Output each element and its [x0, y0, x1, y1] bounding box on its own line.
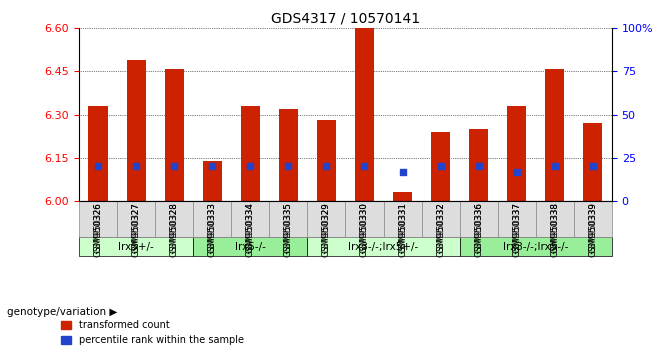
Text: GSM950334: GSM950334 [246, 202, 255, 257]
Bar [279, 109, 298, 201]
Text: GSM950327: GSM950327 [132, 202, 141, 253]
Bar [584, 123, 603, 201]
Bar [88, 106, 107, 201]
FancyBboxPatch shape [345, 201, 384, 237]
Text: GSM950329: GSM950329 [322, 202, 331, 257]
Legend: transformed count, percentile rank within the sample: transformed count, percentile rank withi… [57, 316, 248, 349]
FancyBboxPatch shape [117, 201, 155, 237]
Text: GSM950328: GSM950328 [170, 202, 178, 257]
Point [321, 164, 332, 169]
Text: GSM950332: GSM950332 [436, 202, 445, 257]
Text: lrx5+/-: lrx5+/- [118, 242, 154, 252]
Bar [355, 28, 374, 201]
Point [93, 164, 103, 169]
Text: GSM950327: GSM950327 [132, 202, 141, 257]
Bar [203, 161, 222, 201]
Point [549, 164, 560, 169]
Text: genotype/variation ▶: genotype/variation ▶ [7, 307, 117, 316]
Text: GSM950336: GSM950336 [474, 202, 483, 257]
Text: GSM950331: GSM950331 [398, 202, 407, 253]
Text: GSM950330: GSM950330 [360, 202, 369, 257]
Text: GSM950338: GSM950338 [550, 202, 559, 257]
Point [359, 164, 370, 169]
FancyBboxPatch shape [536, 201, 574, 237]
Text: lrx3-/-;lrx5-/-: lrx3-/-;lrx5-/- [503, 242, 569, 252]
Text: GSM950328: GSM950328 [170, 202, 178, 253]
Bar [431, 132, 450, 201]
Text: GSM950333: GSM950333 [208, 202, 216, 257]
Point [511, 169, 522, 175]
FancyBboxPatch shape [269, 201, 307, 237]
Text: GSM950339: GSM950339 [588, 202, 597, 253]
FancyBboxPatch shape [193, 237, 307, 256]
Text: GSM950337: GSM950337 [513, 202, 521, 257]
FancyBboxPatch shape [460, 237, 612, 256]
FancyBboxPatch shape [79, 201, 117, 237]
Point [207, 164, 217, 169]
Text: lrx5-/-: lrx5-/- [235, 242, 266, 252]
FancyBboxPatch shape [193, 201, 231, 237]
FancyBboxPatch shape [79, 237, 193, 256]
Bar [469, 129, 488, 201]
FancyBboxPatch shape [384, 201, 422, 237]
Text: GSM950334: GSM950334 [246, 202, 255, 253]
Point [588, 164, 598, 169]
Point [474, 164, 484, 169]
Text: GSM950337: GSM950337 [513, 202, 521, 253]
Text: GSM950335: GSM950335 [284, 202, 293, 257]
FancyBboxPatch shape [307, 237, 460, 256]
Text: GSM950330: GSM950330 [360, 202, 369, 253]
Text: GSM950339: GSM950339 [588, 202, 597, 257]
Text: GSM950336: GSM950336 [474, 202, 483, 253]
Point [131, 164, 141, 169]
Point [283, 164, 293, 169]
Text: GSM950332: GSM950332 [436, 202, 445, 253]
Text: GSM950326: GSM950326 [93, 202, 103, 257]
Bar [126, 60, 145, 201]
FancyBboxPatch shape [422, 201, 460, 237]
Point [436, 164, 446, 169]
FancyBboxPatch shape [460, 201, 497, 237]
FancyBboxPatch shape [155, 201, 193, 237]
Point [245, 164, 255, 169]
FancyBboxPatch shape [574, 201, 612, 237]
FancyBboxPatch shape [497, 201, 536, 237]
Point [169, 164, 180, 169]
Bar [545, 69, 565, 201]
Text: GSM950326: GSM950326 [93, 202, 103, 253]
Text: lrx3-/-;lrx5+/-: lrx3-/-;lrx5+/- [348, 242, 418, 252]
Bar [164, 69, 184, 201]
Point [397, 169, 408, 175]
Bar [317, 120, 336, 201]
Title: GDS4317 / 10570141: GDS4317 / 10570141 [271, 12, 420, 26]
Bar [507, 106, 526, 201]
FancyBboxPatch shape [307, 201, 345, 237]
Bar [241, 106, 260, 201]
Text: GSM950335: GSM950335 [284, 202, 293, 253]
FancyBboxPatch shape [231, 201, 269, 237]
Text: GSM950338: GSM950338 [550, 202, 559, 253]
Text: GSM950331: GSM950331 [398, 202, 407, 257]
Text: GSM950333: GSM950333 [208, 202, 216, 253]
Text: GSM950329: GSM950329 [322, 202, 331, 253]
Bar [393, 192, 412, 201]
